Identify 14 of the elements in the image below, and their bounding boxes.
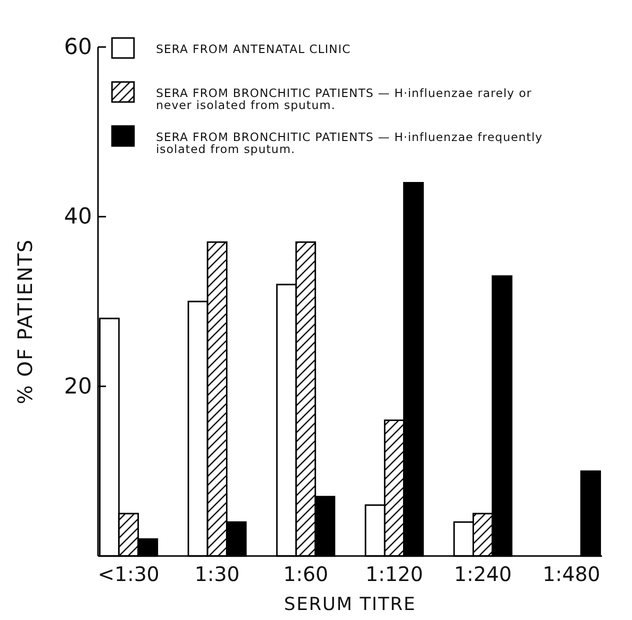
x-tick-label: 1:480 — [542, 562, 600, 586]
legend-label: SERA FROM BRONCHITIC PATIENTS — H·influenzae rarely or never isolated from sputum. — [156, 86, 532, 112]
y-axis-title: % OF PATIENTS — [13, 238, 37, 404]
x-tick-label: 1:120 — [365, 562, 424, 586]
x-tick-label: 1:240 — [454, 562, 512, 586]
y-tick-label: 60 — [64, 35, 92, 60]
legend-label: SERA FROM BRONCHITIC PATIENTS — H·influenzae frequently isolated from sputum. — [156, 130, 543, 156]
y-tick-label: 20 — [64, 374, 92, 400]
x-tick-label: <1:30 — [98, 562, 160, 586]
x-axis-title: SERUM TITRE — [284, 594, 416, 615]
legend-label: SERA FROM ANTENATAL CLINIC — [156, 42, 351, 56]
x-tick-label: 1:30 — [194, 562, 240, 586]
y-tick-label: 40 — [64, 204, 92, 230]
x-tick-label: 1:60 — [283, 562, 328, 586]
